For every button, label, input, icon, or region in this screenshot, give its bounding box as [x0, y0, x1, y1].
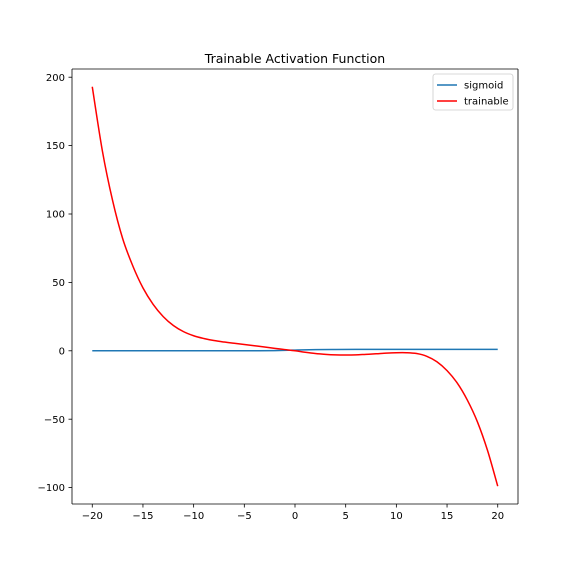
chart-title: Trainable Activation Function — [204, 51, 385, 66]
x-tick-label: −15 — [132, 511, 153, 522]
y-tick-label: 100 — [46, 210, 65, 221]
y-tick-label: 50 — [52, 278, 65, 289]
x-tick-label: 5 — [342, 511, 348, 522]
legend: sigmoid trainable — [432, 73, 514, 111]
y-tick-label: −100 — [38, 483, 65, 494]
y-tick-label: 200 — [46, 73, 65, 84]
series-line-trainable — [91, 86, 499, 487]
x-tick-label: −20 — [82, 511, 103, 522]
y-tick-label: 150 — [46, 141, 65, 152]
plot-area — [91, 86, 499, 487]
y-tick-label: −50 — [44, 415, 65, 426]
x-tick-label: 10 — [390, 511, 403, 522]
x-tick-label: −10 — [183, 511, 204, 522]
x-tick-label: 20 — [491, 511, 504, 522]
x-tick-label: 0 — [292, 511, 298, 522]
x-tick-label: −5 — [237, 511, 252, 522]
x-tick-label: 15 — [441, 511, 454, 522]
y-tick-label: 0 — [59, 346, 65, 357]
legend-label-trainable: trainable — [464, 97, 509, 108]
legend-label-sigmoid: sigmoid — [464, 81, 503, 92]
